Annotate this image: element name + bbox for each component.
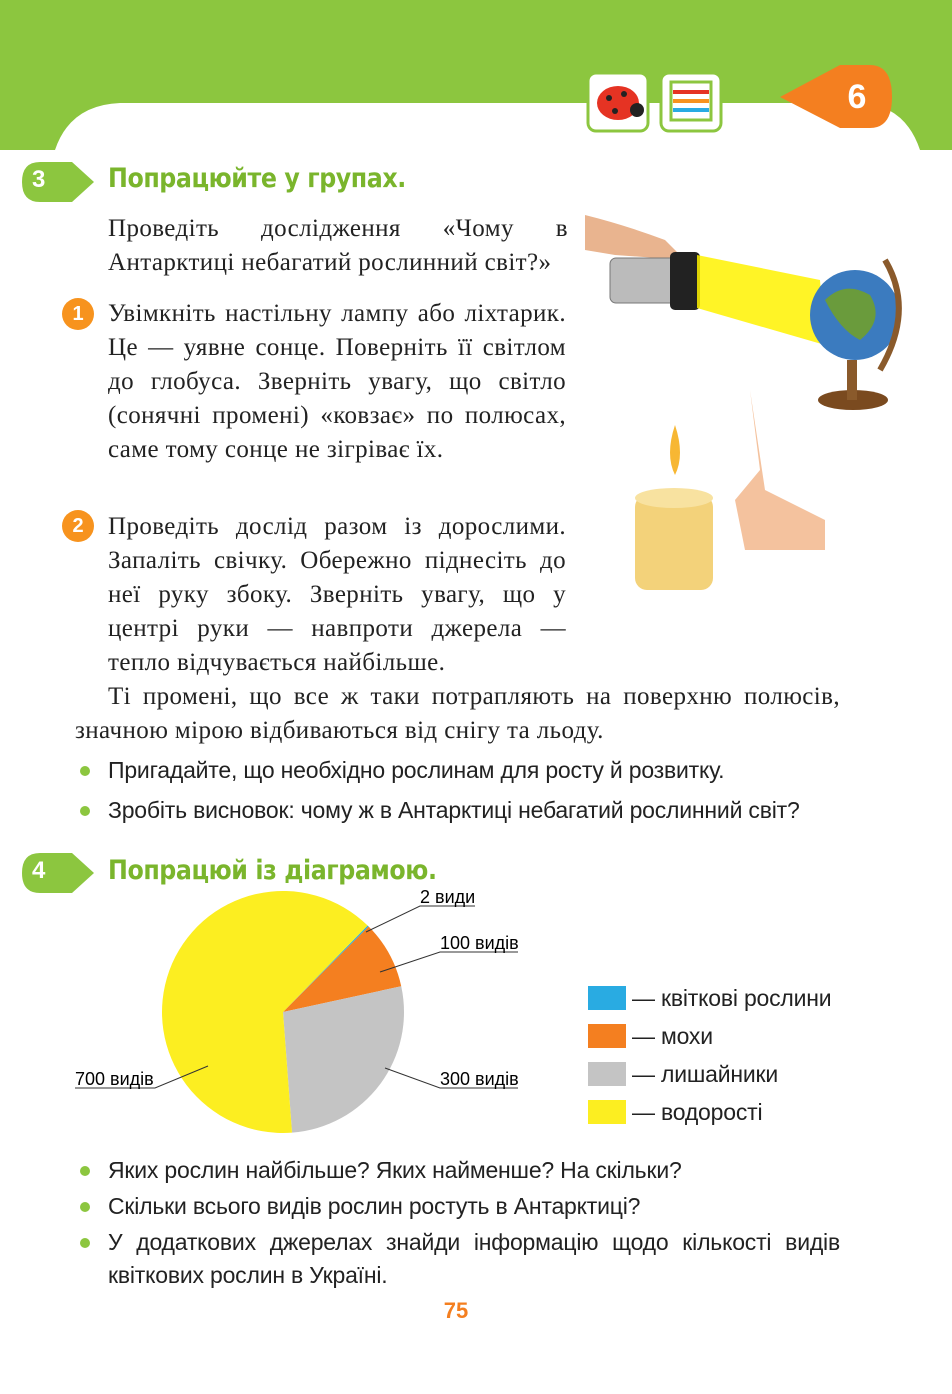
- bullet-dot: [80, 1238, 90, 1248]
- bullet-dot: [80, 1202, 90, 1212]
- pie-slice: [283, 925, 369, 1012]
- hand: [585, 215, 685, 260]
- section-number: 4: [32, 857, 46, 884]
- intro-text: Проведіть дослідження «Чому в Антарктиці…: [108, 215, 568, 276]
- legend-swatch: [588, 1100, 626, 1124]
- pie-chart: 2 види 100 видів 300 видів 700 видів: [75, 887, 519, 1133]
- value-label: 2 види: [420, 887, 475, 907]
- section-title: Попрацюйте у групах.: [108, 163, 406, 194]
- value-label: 300 видів: [440, 1069, 519, 1089]
- legend: — квіткові рослини — мохи — лишайники — вод…: [588, 979, 832, 1131]
- legend-entry: — лишайники: [588, 1055, 831, 1093]
- chapter-tab: [780, 65, 892, 128]
- bullet-text: У додаткових джерелах знайди інформацію …: [108, 1229, 840, 1288]
- step-number: 1: [62, 298, 94, 330]
- legend-swatch: [588, 986, 626, 1010]
- light-beam: [697, 255, 825, 345]
- paragraph: Ті промені, що все ж таки потрапляють на…: [75, 683, 840, 744]
- raised-hand: [735, 390, 825, 550]
- section-title: Попрацюй із діаграмою.: [108, 855, 437, 886]
- leader-lines: [75, 905, 518, 1089]
- header-band: 6: [0, 0, 952, 160]
- ladybug-body: [597, 86, 639, 120]
- slices: [161, 891, 404, 1133]
- step-number: 2: [62, 510, 94, 542]
- bullet-text: Яких рослин найбільше? Яких найменше? На…: [108, 1157, 682, 1183]
- bullet-text: Зробіть висновок: чому ж в Антарктиці не…: [108, 797, 800, 823]
- legend-entry: — водорості: [588, 1093, 831, 1131]
- section-number: 3: [32, 166, 46, 193]
- legend-entry: — квіткові рослини: [588, 979, 832, 1017]
- value-label: 700 видів: [75, 1069, 154, 1089]
- value-label: 100 видів: [440, 933, 519, 953]
- section-badge: 3: [22, 162, 94, 202]
- chapter-number: 6: [848, 78, 867, 116]
- step-text: Проведіть дослід разом із дорослими. Зап…: [108, 513, 566, 676]
- pie-slice: [283, 926, 402, 1012]
- legend-label: — квіткові рослини: [632, 984, 832, 1011]
- step-text: Увімкніть настільну лампу або ліхтарик. …: [108, 300, 566, 463]
- illustrations: [585, 215, 902, 590]
- legend-swatch: [588, 1062, 626, 1086]
- legend-label: — мохи: [632, 1022, 713, 1049]
- flame: [670, 425, 680, 475]
- legend-swatch: [588, 1024, 626, 1048]
- legend-label: — водорості: [632, 1098, 763, 1125]
- bullet-text: Скільки всього видів рослин ростуть в Ан…: [108, 1193, 641, 1219]
- section-badge: 4: [22, 853, 94, 893]
- bullet-dot: [80, 1166, 90, 1176]
- legend-label: — лишайники: [632, 1060, 779, 1087]
- candle: [635, 495, 713, 590]
- bullet-dot: [80, 806, 90, 816]
- pie-slice: [283, 986, 404, 1133]
- legend-entry: — мохи: [588, 1017, 831, 1055]
- bullet-text: Пригадайте, що необхідно рослинам для ро…: [108, 757, 725, 783]
- bullet-dot: [80, 766, 90, 776]
- pie-slice: [161, 891, 368, 1133]
- page-number: 75: [443, 1298, 469, 1323]
